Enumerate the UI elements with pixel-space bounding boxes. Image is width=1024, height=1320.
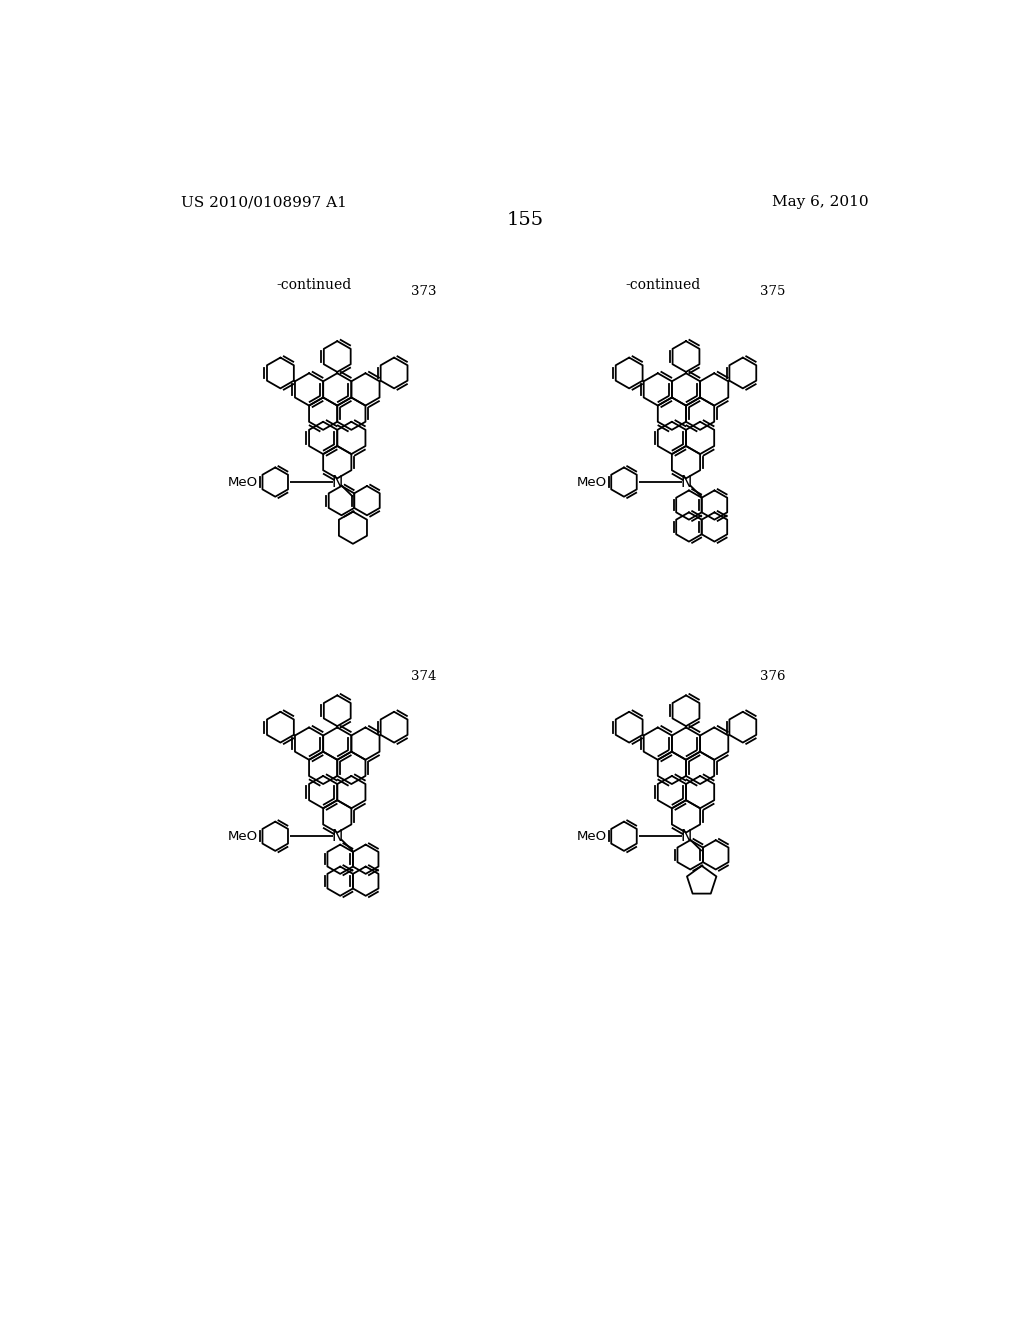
Text: May 6, 2010: May 6, 2010 xyxy=(772,195,869,210)
Text: N: N xyxy=(332,829,343,843)
Text: 373: 373 xyxy=(411,285,436,298)
Text: N: N xyxy=(680,829,691,843)
Text: 374: 374 xyxy=(411,671,436,684)
Text: MeO: MeO xyxy=(228,475,258,488)
Text: N: N xyxy=(332,475,343,490)
Text: -continued: -continued xyxy=(276,277,351,292)
Text: N: N xyxy=(680,475,691,490)
Text: 155: 155 xyxy=(506,211,544,228)
Text: 375: 375 xyxy=(760,285,785,298)
Text: 376: 376 xyxy=(760,671,785,684)
Text: US 2010/0108997 A1: US 2010/0108997 A1 xyxy=(180,195,346,210)
Text: MeO: MeO xyxy=(577,475,607,488)
Text: MeO: MeO xyxy=(577,830,607,842)
Text: -continued: -continued xyxy=(625,277,700,292)
Text: MeO: MeO xyxy=(228,830,258,842)
